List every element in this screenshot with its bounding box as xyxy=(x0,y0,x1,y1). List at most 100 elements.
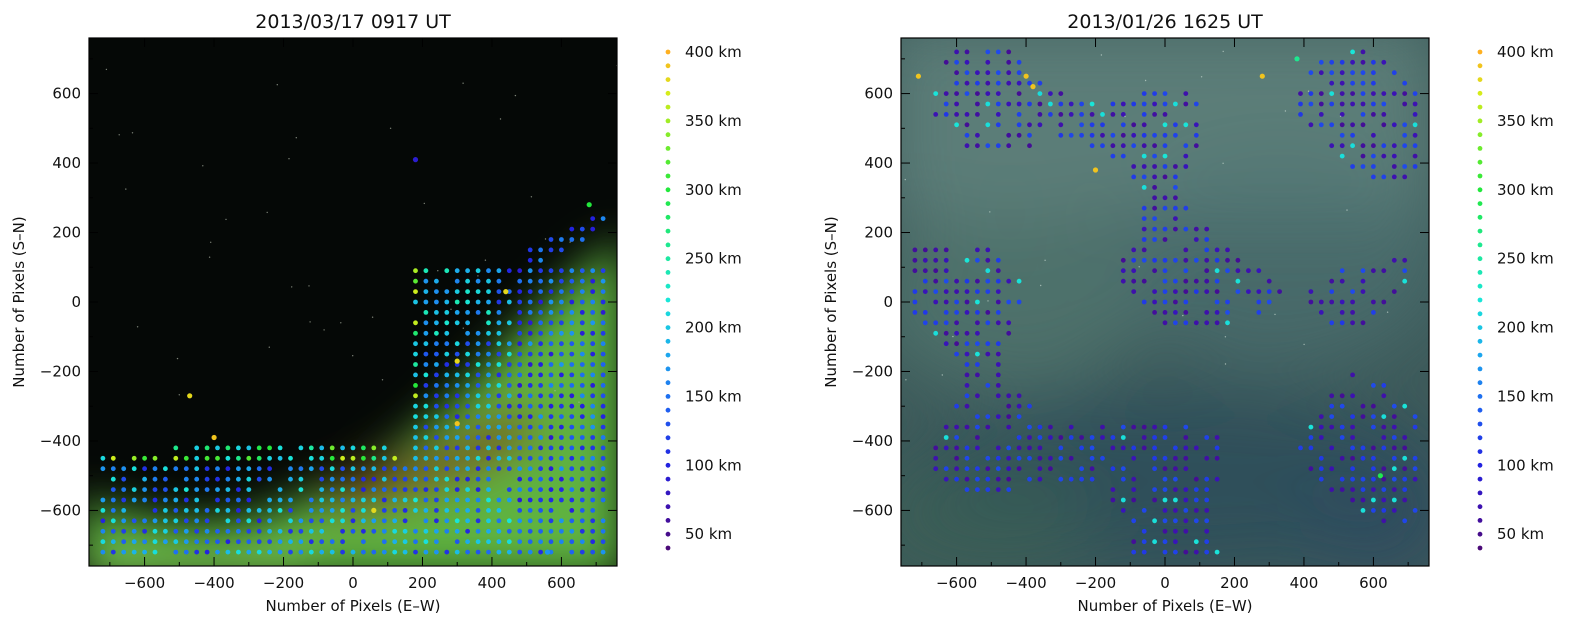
colorbar-dot xyxy=(665,49,671,55)
scatter-point xyxy=(256,549,262,555)
scatter-point xyxy=(1266,278,1272,284)
scatter-point xyxy=(590,424,596,430)
scatter-point xyxy=(100,528,106,534)
scatter-point xyxy=(995,372,1001,378)
scatter-point xyxy=(569,310,575,315)
scatter-point xyxy=(548,341,554,347)
scatter-point xyxy=(1329,278,1335,284)
scatter-point xyxy=(423,278,429,284)
scatter-point xyxy=(277,487,283,492)
scatter-point xyxy=(423,539,429,545)
scatter-point xyxy=(995,476,1001,482)
scatter-point xyxy=(579,320,585,326)
scatter-point xyxy=(590,341,596,347)
scatter-point xyxy=(975,143,980,149)
scatter-point xyxy=(548,299,554,305)
colorbar-dot xyxy=(665,77,671,82)
scatter-point xyxy=(975,91,980,96)
scatter-point xyxy=(1183,205,1189,211)
scatter-point xyxy=(517,351,523,357)
scatter-point xyxy=(204,455,210,461)
scatter-point xyxy=(548,403,554,409)
scatter-point xyxy=(964,445,970,451)
scatter-point xyxy=(1402,455,1408,461)
scatter-point xyxy=(527,341,533,347)
scatter-point xyxy=(527,278,533,284)
scatter-point xyxy=(1152,174,1157,180)
scatter-point xyxy=(600,216,606,222)
scatter-point xyxy=(1360,164,1366,169)
scatter-point xyxy=(236,487,241,492)
star-point xyxy=(462,82,464,84)
scatter-point xyxy=(340,508,345,513)
scatter-point xyxy=(1183,289,1189,294)
scatter-point xyxy=(1079,466,1084,472)
scatter-point xyxy=(340,487,345,492)
scatter-point xyxy=(548,518,554,524)
scatter-point xyxy=(277,539,283,545)
scatter-point xyxy=(465,320,470,326)
scatter-point xyxy=(1131,174,1137,180)
scatter-point xyxy=(1037,424,1043,430)
scatter-point xyxy=(1371,476,1376,482)
scatter-point xyxy=(1339,101,1345,107)
scatter-point xyxy=(985,487,991,492)
scatter-point xyxy=(943,268,949,274)
scatter-point xyxy=(381,487,387,492)
scatter-point xyxy=(995,112,1001,117)
scatter-point xyxy=(1162,476,1168,482)
colorbar-label: 300 km xyxy=(685,181,742,199)
colorbar-dot xyxy=(665,462,671,468)
scatter-point xyxy=(381,549,387,555)
scatter-point xyxy=(1141,435,1147,440)
scatter-point xyxy=(985,247,991,253)
scatter-point xyxy=(1339,268,1345,274)
star-point xyxy=(389,127,392,129)
scatter-point xyxy=(600,424,606,430)
scatter-point xyxy=(1183,466,1189,472)
scatter-point xyxy=(225,539,231,545)
scatter-point xyxy=(1162,122,1168,128)
scatter-point xyxy=(1152,466,1157,472)
scatter-point xyxy=(600,351,606,357)
scatter-point xyxy=(1048,466,1053,472)
scatter-point xyxy=(1016,132,1022,138)
scatter-point xyxy=(548,539,554,545)
scatter-point xyxy=(465,299,470,305)
colorbar-label: 350 km xyxy=(685,112,742,130)
scatter-point xyxy=(319,549,325,555)
x-tick-label: 200 xyxy=(1220,574,1249,592)
scatter-point xyxy=(110,518,116,524)
star-point xyxy=(530,196,533,198)
scatter-point xyxy=(246,445,252,451)
scatter-point xyxy=(1089,455,1095,461)
scatter-point xyxy=(173,508,179,513)
colorbar-label: 300 km xyxy=(1497,181,1554,199)
scatter-point xyxy=(1339,455,1345,461)
scatter-point xyxy=(1183,445,1189,451)
scatter-point xyxy=(964,393,970,399)
scatter-point xyxy=(423,268,429,274)
scatter-point xyxy=(579,362,585,367)
y-tick-label: −200 xyxy=(40,362,81,380)
scatter-point xyxy=(954,351,959,357)
scatter-point xyxy=(215,539,220,545)
scatter-point xyxy=(361,549,366,555)
scatter-point xyxy=(1183,101,1189,107)
scatter-point xyxy=(569,341,575,347)
scatter-point xyxy=(912,299,918,305)
scatter-point xyxy=(444,508,450,513)
scatter-point xyxy=(1193,539,1199,545)
scatter-point xyxy=(454,539,460,545)
scatter-point xyxy=(559,310,564,315)
scatter-point xyxy=(236,466,241,472)
scatter-point xyxy=(506,320,512,326)
scatter-point xyxy=(1131,247,1137,253)
scatter-point xyxy=(527,351,533,357)
scatter-point xyxy=(1350,424,1355,430)
scatter-point xyxy=(475,435,481,440)
scatter-point xyxy=(517,508,523,513)
scatter-point xyxy=(964,487,970,492)
scatter-point xyxy=(590,362,596,367)
